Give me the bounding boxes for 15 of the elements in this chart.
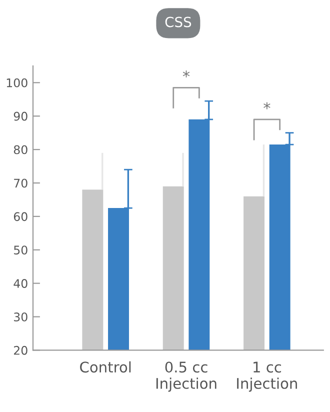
y-tick-label: 20 <box>14 346 28 355</box>
y-tick-label: 40 <box>14 279 28 288</box>
x-tick-label: 1 cc Injection <box>237 362 297 392</box>
y-tick-label: 100 <box>6 78 28 88</box>
x-tick-label: 0.5 cc Injection <box>156 362 216 392</box>
annotation: * <box>182 70 190 78</box>
y-tick-label: 60 <box>14 212 28 222</box>
x-tick-label: Control <box>80 361 131 373</box>
y-tick-label: 50 <box>14 246 28 255</box>
y-tick-label: 80 <box>14 145 28 154</box>
y-tick-label: 70 <box>14 178 28 188</box>
y-tick-label: 30 <box>14 312 28 322</box>
chart-title: CSS <box>165 16 192 28</box>
y-tick-label: 90 <box>14 112 28 121</box>
annotation: * <box>264 102 270 110</box>
